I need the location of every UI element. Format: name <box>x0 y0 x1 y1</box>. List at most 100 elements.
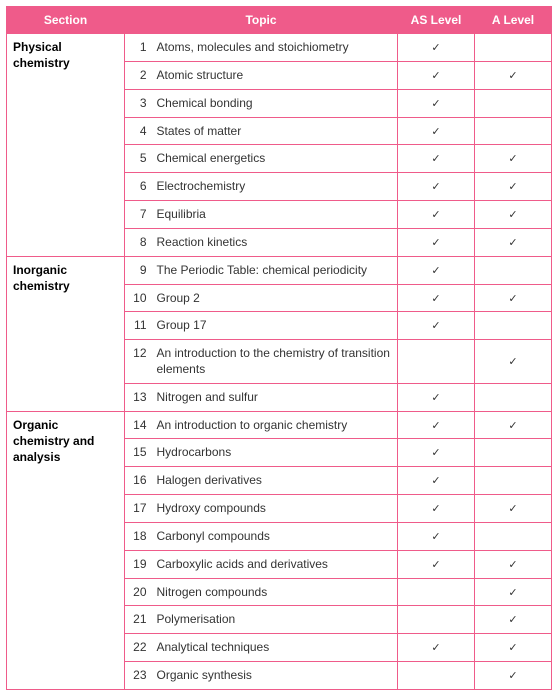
a-level-cell <box>475 578 552 606</box>
a-level-cell <box>475 312 552 340</box>
check-icon <box>431 151 440 165</box>
topic-title: Atomic structure <box>151 61 398 89</box>
check-icon <box>508 668 517 682</box>
topic-number: 10 <box>125 284 151 312</box>
topic-number: 17 <box>125 495 151 523</box>
topic-title: Reaction kinetics <box>151 228 398 256</box>
topic-number: 22 <box>125 634 151 662</box>
check-icon <box>431 390 440 404</box>
header-a-level: A Level <box>475 7 552 34</box>
as-level-cell <box>398 312 475 340</box>
topic-number: 5 <box>125 145 151 173</box>
topic-title: Analytical techniques <box>151 634 398 662</box>
as-level-cell <box>398 439 475 467</box>
check-icon <box>508 585 517 599</box>
a-level-cell <box>475 61 552 89</box>
a-level-cell <box>475 495 552 523</box>
a-level-cell <box>475 383 552 411</box>
as-level-cell <box>398 145 475 173</box>
a-level-cell <box>475 284 552 312</box>
check-icon <box>508 207 517 221</box>
as-level-cell <box>398 634 475 662</box>
as-level-cell <box>398 340 475 383</box>
check-icon <box>431 418 440 432</box>
a-level-cell <box>475 117 552 145</box>
a-level-cell <box>475 89 552 117</box>
as-level-cell <box>398 578 475 606</box>
topic-number: 6 <box>125 173 151 201</box>
check-icon <box>431 640 440 654</box>
check-icon <box>508 151 517 165</box>
topic-number: 4 <box>125 117 151 145</box>
as-level-cell <box>398 495 475 523</box>
table-row: Organic chemistry and analysis14An intro… <box>7 411 552 439</box>
as-level-cell <box>398 662 475 690</box>
check-icon <box>431 124 440 138</box>
topic-title: The Periodic Table: chemical periodicity <box>151 256 398 284</box>
topic-title: Carboxylic acids and derivatives <box>151 550 398 578</box>
topic-number: 20 <box>125 578 151 606</box>
as-level-cell <box>398 61 475 89</box>
check-icon <box>508 179 517 193</box>
topic-number: 23 <box>125 662 151 690</box>
topic-number: 1 <box>125 34 151 62</box>
a-level-cell <box>475 34 552 62</box>
a-level-cell <box>475 173 552 201</box>
topic-number: 8 <box>125 228 151 256</box>
a-level-cell <box>475 411 552 439</box>
check-icon <box>431 40 440 54</box>
as-level-cell <box>398 550 475 578</box>
check-icon <box>431 318 440 332</box>
as-level-cell <box>398 411 475 439</box>
a-level-cell <box>475 467 552 495</box>
check-icon <box>508 612 517 626</box>
check-icon <box>508 557 517 571</box>
topic-number: 3 <box>125 89 151 117</box>
topic-title: Nitrogen compounds <box>151 578 398 606</box>
topic-title: Chemical bonding <box>151 89 398 117</box>
topic-title: Hydroxy compounds <box>151 495 398 523</box>
header-section: Section <box>7 7 125 34</box>
a-level-cell <box>475 340 552 383</box>
section-cell: Organic chemistry and analysis <box>7 411 125 689</box>
table-row: Inorganic chemistry9The Periodic Table: … <box>7 256 552 284</box>
check-icon <box>508 640 517 654</box>
topic-number: 14 <box>125 411 151 439</box>
topic-number: 12 <box>125 340 151 383</box>
topic-title: Atoms, molecules and stoichiometry <box>151 34 398 62</box>
check-icon <box>431 473 440 487</box>
topic-title: Polymerisation <box>151 606 398 634</box>
as-level-cell <box>398 383 475 411</box>
a-level-cell <box>475 550 552 578</box>
section-cell: Physical chemistry <box>7 34 125 257</box>
check-icon <box>508 235 517 249</box>
check-icon <box>431 263 440 277</box>
topic-title: Organic synthesis <box>151 662 398 690</box>
topic-number: 18 <box>125 522 151 550</box>
topic-number: 21 <box>125 606 151 634</box>
topic-number: 19 <box>125 550 151 578</box>
a-level-cell <box>475 634 552 662</box>
as-level-cell <box>398 89 475 117</box>
as-level-cell <box>398 284 475 312</box>
table-row: Physical chemistry1Atoms, molecules and … <box>7 34 552 62</box>
as-level-cell <box>398 522 475 550</box>
as-level-cell <box>398 34 475 62</box>
as-level-cell <box>398 228 475 256</box>
section-cell: Inorganic chemistry <box>7 256 125 411</box>
check-icon <box>431 501 440 515</box>
topic-title: Equilibria <box>151 201 398 229</box>
topic-number: 16 <box>125 467 151 495</box>
check-icon <box>508 354 517 368</box>
check-icon <box>431 68 440 82</box>
check-icon <box>508 291 517 305</box>
check-icon <box>431 529 440 543</box>
topic-number: 15 <box>125 439 151 467</box>
check-icon <box>508 68 517 82</box>
a-level-cell <box>475 228 552 256</box>
topic-title: Group 17 <box>151 312 398 340</box>
as-level-cell <box>398 117 475 145</box>
check-icon <box>508 501 517 515</box>
check-icon <box>431 291 440 305</box>
topic-title: Nitrogen and sulfur <box>151 383 398 411</box>
